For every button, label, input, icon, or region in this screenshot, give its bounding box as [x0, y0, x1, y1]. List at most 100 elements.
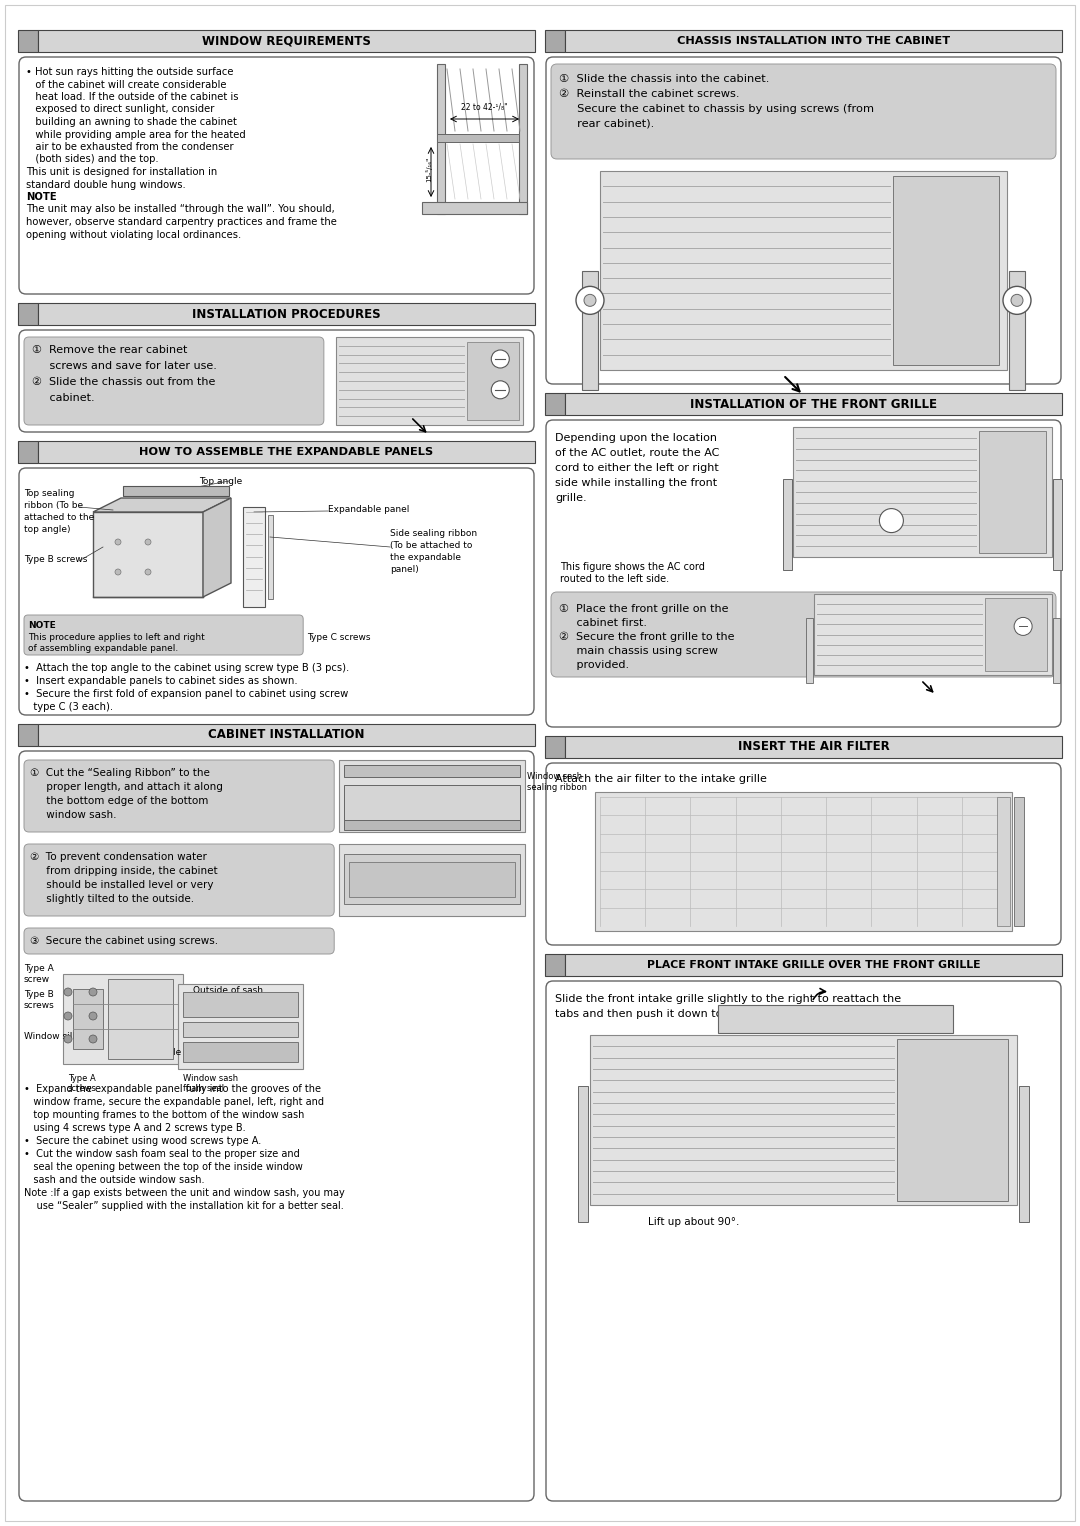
Text: WINDOW REQUIREMENTS: WINDOW REQUIREMENTS — [202, 35, 370, 47]
Bar — [545, 736, 565, 758]
Text: of the cabinet will create considerable: of the cabinet will create considerable — [26, 79, 227, 90]
FancyBboxPatch shape — [24, 928, 334, 954]
Bar — [437, 64, 445, 214]
Bar — [783, 479, 792, 571]
Text: CABINET INSTALLATION: CABINET INSTALLATION — [208, 728, 365, 742]
Text: PLACE FRONT INTAKE GRILLE OVER THE FRONT GRILLE: PLACE FRONT INTAKE GRILLE OVER THE FRONT… — [647, 960, 981, 971]
FancyBboxPatch shape — [24, 615, 303, 655]
Text: top mounting frames to the bottom of the window sash: top mounting frames to the bottom of the… — [24, 1109, 305, 1120]
Text: however, observe standard carpentry practices and frame the: however, observe standard carpentry prac… — [26, 217, 337, 227]
Bar — [519, 64, 527, 214]
Text: Type B: Type B — [24, 990, 54, 1000]
Text: ②  Reinstall the cabinet screws.: ② Reinstall the cabinet screws. — [559, 89, 740, 99]
Text: •  Secure the cabinet using wood screws type A.: • Secure the cabinet using wood screws t… — [24, 1135, 261, 1146]
Text: Window sash: Window sash — [527, 772, 582, 781]
Bar — [565, 736, 1062, 758]
Text: standard double hung windows.: standard double hung windows. — [26, 180, 186, 189]
Text: sealing ribbon: sealing ribbon — [527, 783, 586, 792]
Text: Sealing ribbon: Sealing ribbon — [193, 1024, 258, 1033]
Bar — [437, 134, 519, 142]
Bar — [582, 270, 598, 391]
Text: Type A: Type A — [68, 1074, 96, 1083]
Bar — [343, 784, 519, 819]
Circle shape — [145, 539, 151, 545]
Text: attached to the: attached to the — [24, 513, 94, 522]
Bar — [243, 507, 265, 607]
Text: Depending upon the location: Depending upon the location — [555, 433, 717, 443]
Text: tabs and then push it down to close tight.: tabs and then push it down to close tigh… — [555, 1009, 787, 1019]
Bar — [422, 201, 527, 214]
Circle shape — [89, 987, 97, 996]
Text: screw: screw — [24, 975, 50, 984]
Circle shape — [89, 1035, 97, 1042]
Bar — [545, 31, 565, 52]
Circle shape — [114, 569, 121, 575]
FancyBboxPatch shape — [24, 844, 334, 916]
Text: from dripping inside, the cabinet: from dripping inside, the cabinet — [30, 865, 218, 876]
Text: of the AC outlet, route the AC: of the AC outlet, route the AC — [555, 449, 719, 458]
Bar — [63, 974, 183, 1064]
Bar — [38, 441, 535, 462]
Bar — [1014, 797, 1024, 926]
Bar — [600, 171, 1007, 369]
Text: building an awning to shade the cabinet: building an awning to shade the cabinet — [26, 118, 237, 127]
Text: INSTALLATION PROCEDURES: INSTALLATION PROCEDURES — [192, 308, 381, 320]
Circle shape — [64, 987, 72, 996]
Bar — [73, 989, 103, 1048]
Text: sash and the outside window sash.: sash and the outside window sash. — [24, 1175, 204, 1186]
Bar — [183, 992, 298, 1016]
Text: CHASSIS INSTALLATION INTO THE CABINET: CHASSIS INSTALLATION INTO THE CABINET — [677, 37, 950, 46]
Text: Slide the front intake grille slightly to the right to reattach the: Slide the front intake grille slightly t… — [555, 993, 901, 1004]
FancyBboxPatch shape — [546, 981, 1061, 1502]
Bar — [590, 1035, 1017, 1206]
Text: ②  To prevent condensation water: ② To prevent condensation water — [30, 852, 207, 862]
Text: the bottom edge of the bottom: the bottom edge of the bottom — [30, 797, 208, 806]
Text: Top angle: Top angle — [129, 1024, 172, 1033]
Bar — [123, 485, 229, 496]
Text: Window sash: Window sash — [183, 1074, 238, 1083]
Text: Top angle: Top angle — [199, 478, 242, 485]
Bar — [545, 954, 565, 977]
Text: screws: screws — [68, 1083, 97, 1093]
Text: •  Expand the expandable panel fully into the grooves of the: • Expand the expandable panel fully into… — [24, 1083, 321, 1094]
Text: INSTALLATION OF THE FRONT GRILLE: INSTALLATION OF THE FRONT GRILLE — [690, 397, 937, 410]
Text: Expandable panel: Expandable panel — [129, 1048, 210, 1058]
Text: cabinet first.: cabinet first. — [559, 618, 647, 629]
Bar — [183, 1042, 298, 1062]
Text: the expandable: the expandable — [390, 552, 461, 562]
Text: •  Attach the top angle to the cabinet using screw type B (3 pcs).: • Attach the top angle to the cabinet us… — [24, 662, 349, 673]
Text: Type A: Type A — [24, 964, 54, 974]
Bar — [814, 594, 1052, 674]
Text: ①  Place the front grille on the: ① Place the front grille on the — [559, 604, 729, 613]
Bar — [565, 394, 1062, 415]
Circle shape — [491, 382, 510, 398]
Text: ①  Slide the chassis into the cabinet.: ① Slide the chassis into the cabinet. — [559, 73, 769, 84]
FancyBboxPatch shape — [19, 751, 534, 1502]
Text: cord to either the left or right: cord to either the left or right — [555, 462, 719, 473]
Text: Expandable panel: Expandable panel — [328, 505, 409, 514]
Text: Note :If a gap exists between the unit and window sash, you may: Note :If a gap exists between the unit a… — [24, 1189, 345, 1198]
Text: air to be exhausted from the condenser: air to be exhausted from the condenser — [26, 142, 233, 153]
FancyBboxPatch shape — [546, 56, 1061, 385]
Text: heat load. If the outside of the cabinet is: heat load. If the outside of the cabinet… — [26, 92, 239, 102]
Circle shape — [879, 508, 903, 533]
Text: The unit may also be installed “through the wall”. You should,: The unit may also be installed “through … — [26, 204, 335, 215]
Bar — [1009, 270, 1025, 391]
Text: NOTE: NOTE — [26, 192, 56, 201]
Bar — [18, 441, 38, 462]
Text: use “Sealer” supplied with the installation kit for a better seal.: use “Sealer” supplied with the installat… — [24, 1201, 343, 1212]
Text: •  Secure the first fold of expansion panel to cabinet using screw: • Secure the first fold of expansion pan… — [24, 690, 348, 699]
Text: type C (3 each).: type C (3 each). — [24, 702, 113, 713]
Text: should be installed level or very: should be installed level or very — [30, 881, 214, 890]
Bar — [343, 855, 519, 903]
Text: This unit is designed for installation in: This unit is designed for installation i… — [26, 166, 217, 177]
Bar — [93, 513, 203, 597]
Text: Top sealing: Top sealing — [24, 488, 75, 497]
Text: rear cabinet).: rear cabinet). — [559, 119, 654, 130]
Text: •  Insert expandable panels to cabinet sides as shown.: • Insert expandable panels to cabinet si… — [24, 676, 298, 687]
Text: 22 to 42-¹/₈": 22 to 42-¹/₈" — [461, 102, 508, 111]
Bar — [793, 427, 1052, 557]
FancyBboxPatch shape — [551, 592, 1056, 678]
FancyBboxPatch shape — [546, 420, 1061, 726]
Text: while providing ample area for the heated: while providing ample area for the heate… — [26, 130, 246, 139]
